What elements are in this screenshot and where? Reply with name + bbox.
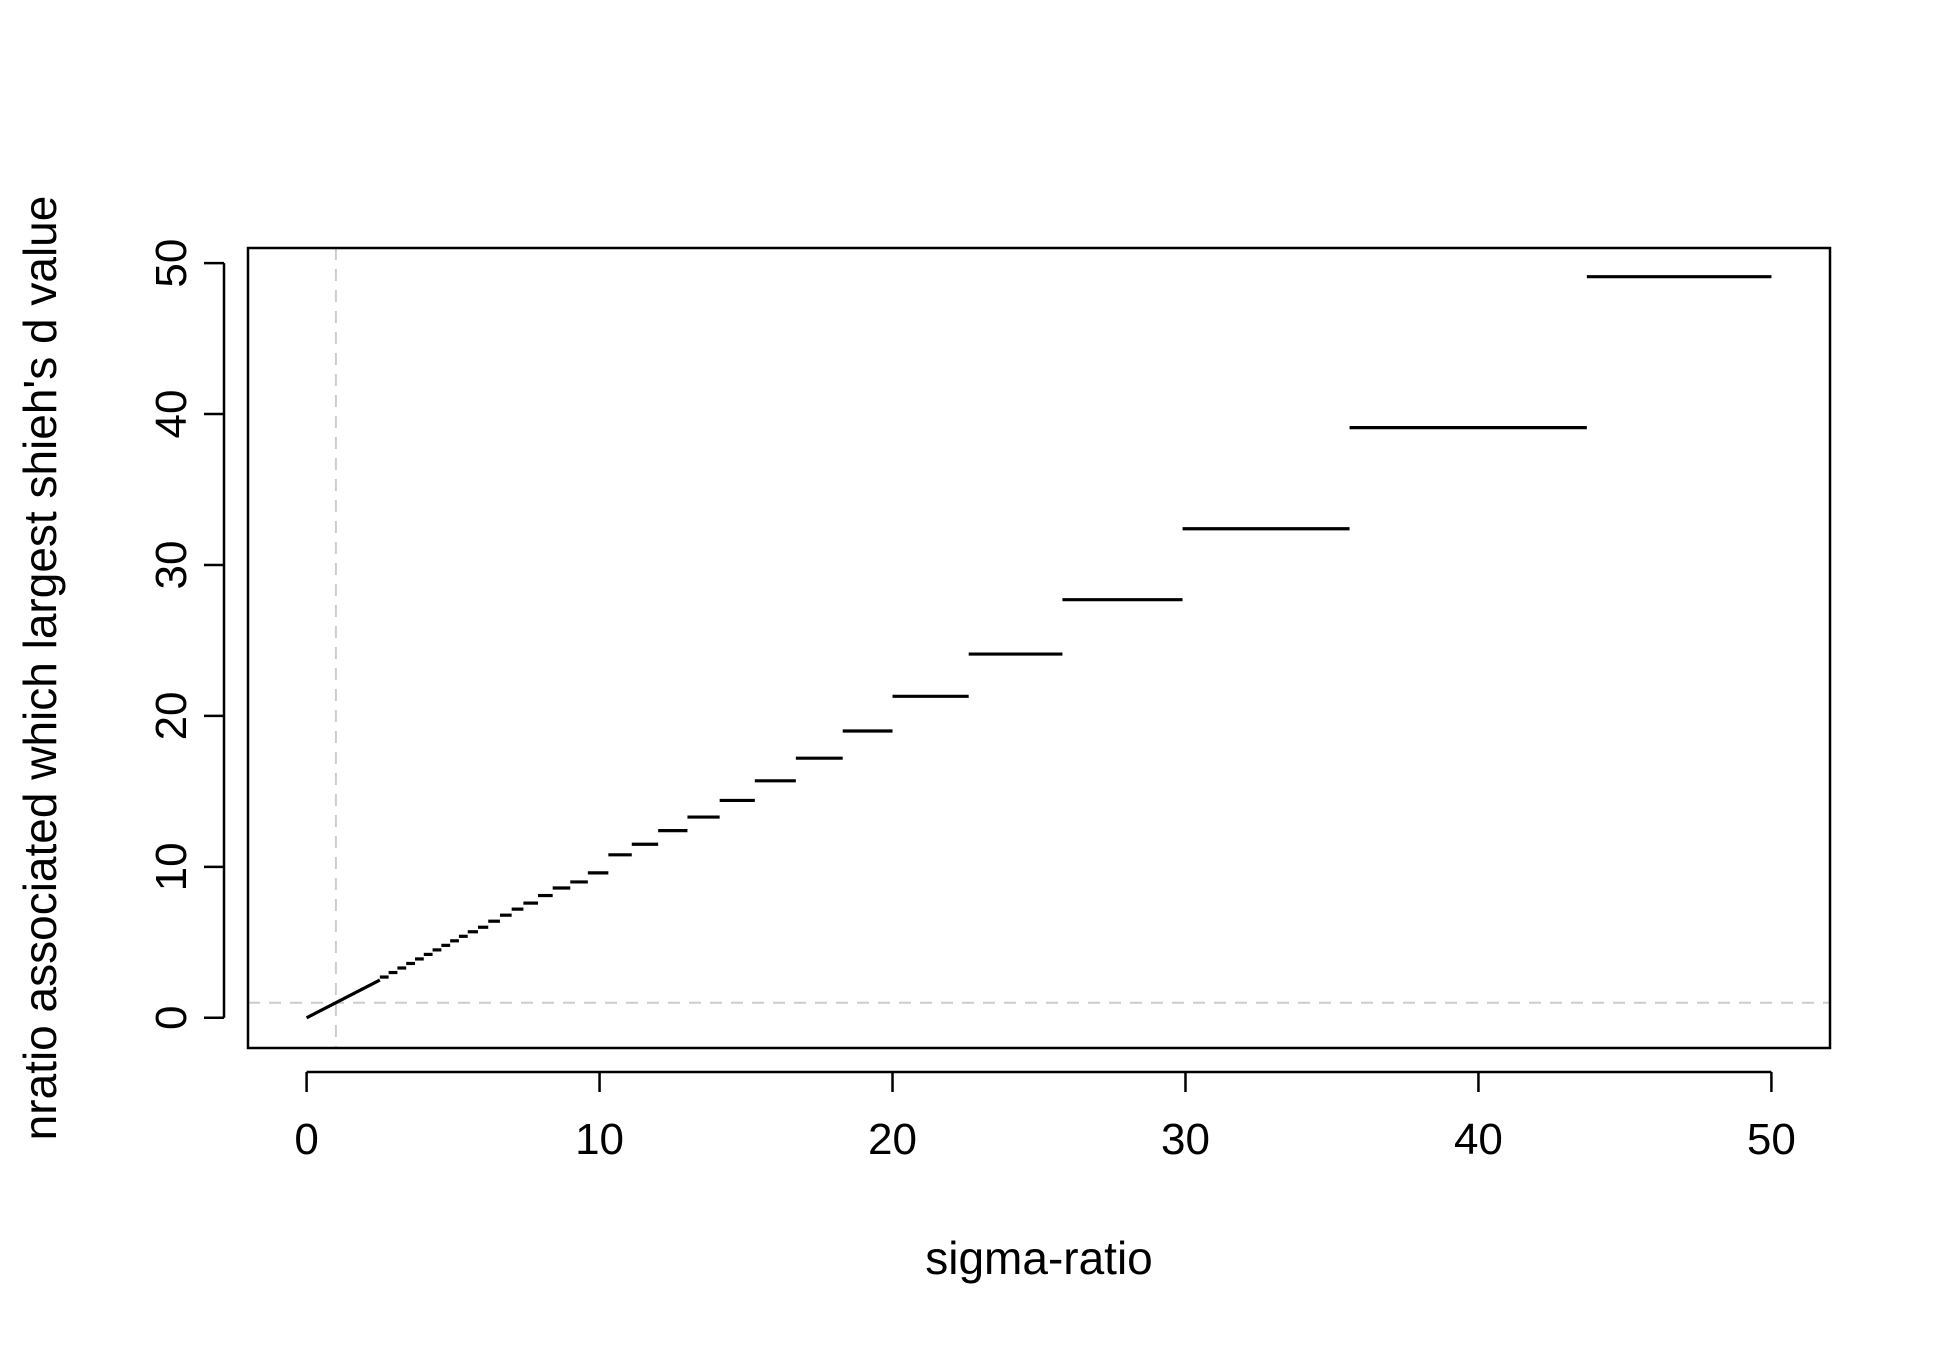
y-tick-label: 30 <box>147 541 196 590</box>
x-tick-label: 20 <box>868 1115 917 1164</box>
y-tick-label: 10 <box>147 842 196 891</box>
plot-frame <box>246 246 1832 1050</box>
x-tick-label: 10 <box>575 1115 624 1164</box>
y-axis-title: nratio associated which largest shieh's … <box>14 196 66 1141</box>
step-segment <box>305 978 381 1020</box>
x-tick-label: 0 <box>294 1115 318 1164</box>
y-tick-label: 40 <box>147 390 196 439</box>
x-axis-title: sigma-ratio <box>925 1232 1153 1284</box>
x-axis: 0 10 20 30 40 50 <box>294 1070 1796 1164</box>
data-series <box>305 275 1772 1020</box>
y-tick-label: 20 <box>147 691 196 740</box>
reference-lines <box>248 248 1830 1048</box>
x-tick-label: 40 <box>1454 1115 1503 1164</box>
y-axis: 0 10 20 30 40 50 <box>147 239 226 1030</box>
y-tick-label: 50 <box>147 239 196 288</box>
x-tick-label: 50 <box>1747 1115 1796 1164</box>
y-tick-label: 0 <box>147 1006 196 1030</box>
x-tick-label: 30 <box>1161 1115 1210 1164</box>
